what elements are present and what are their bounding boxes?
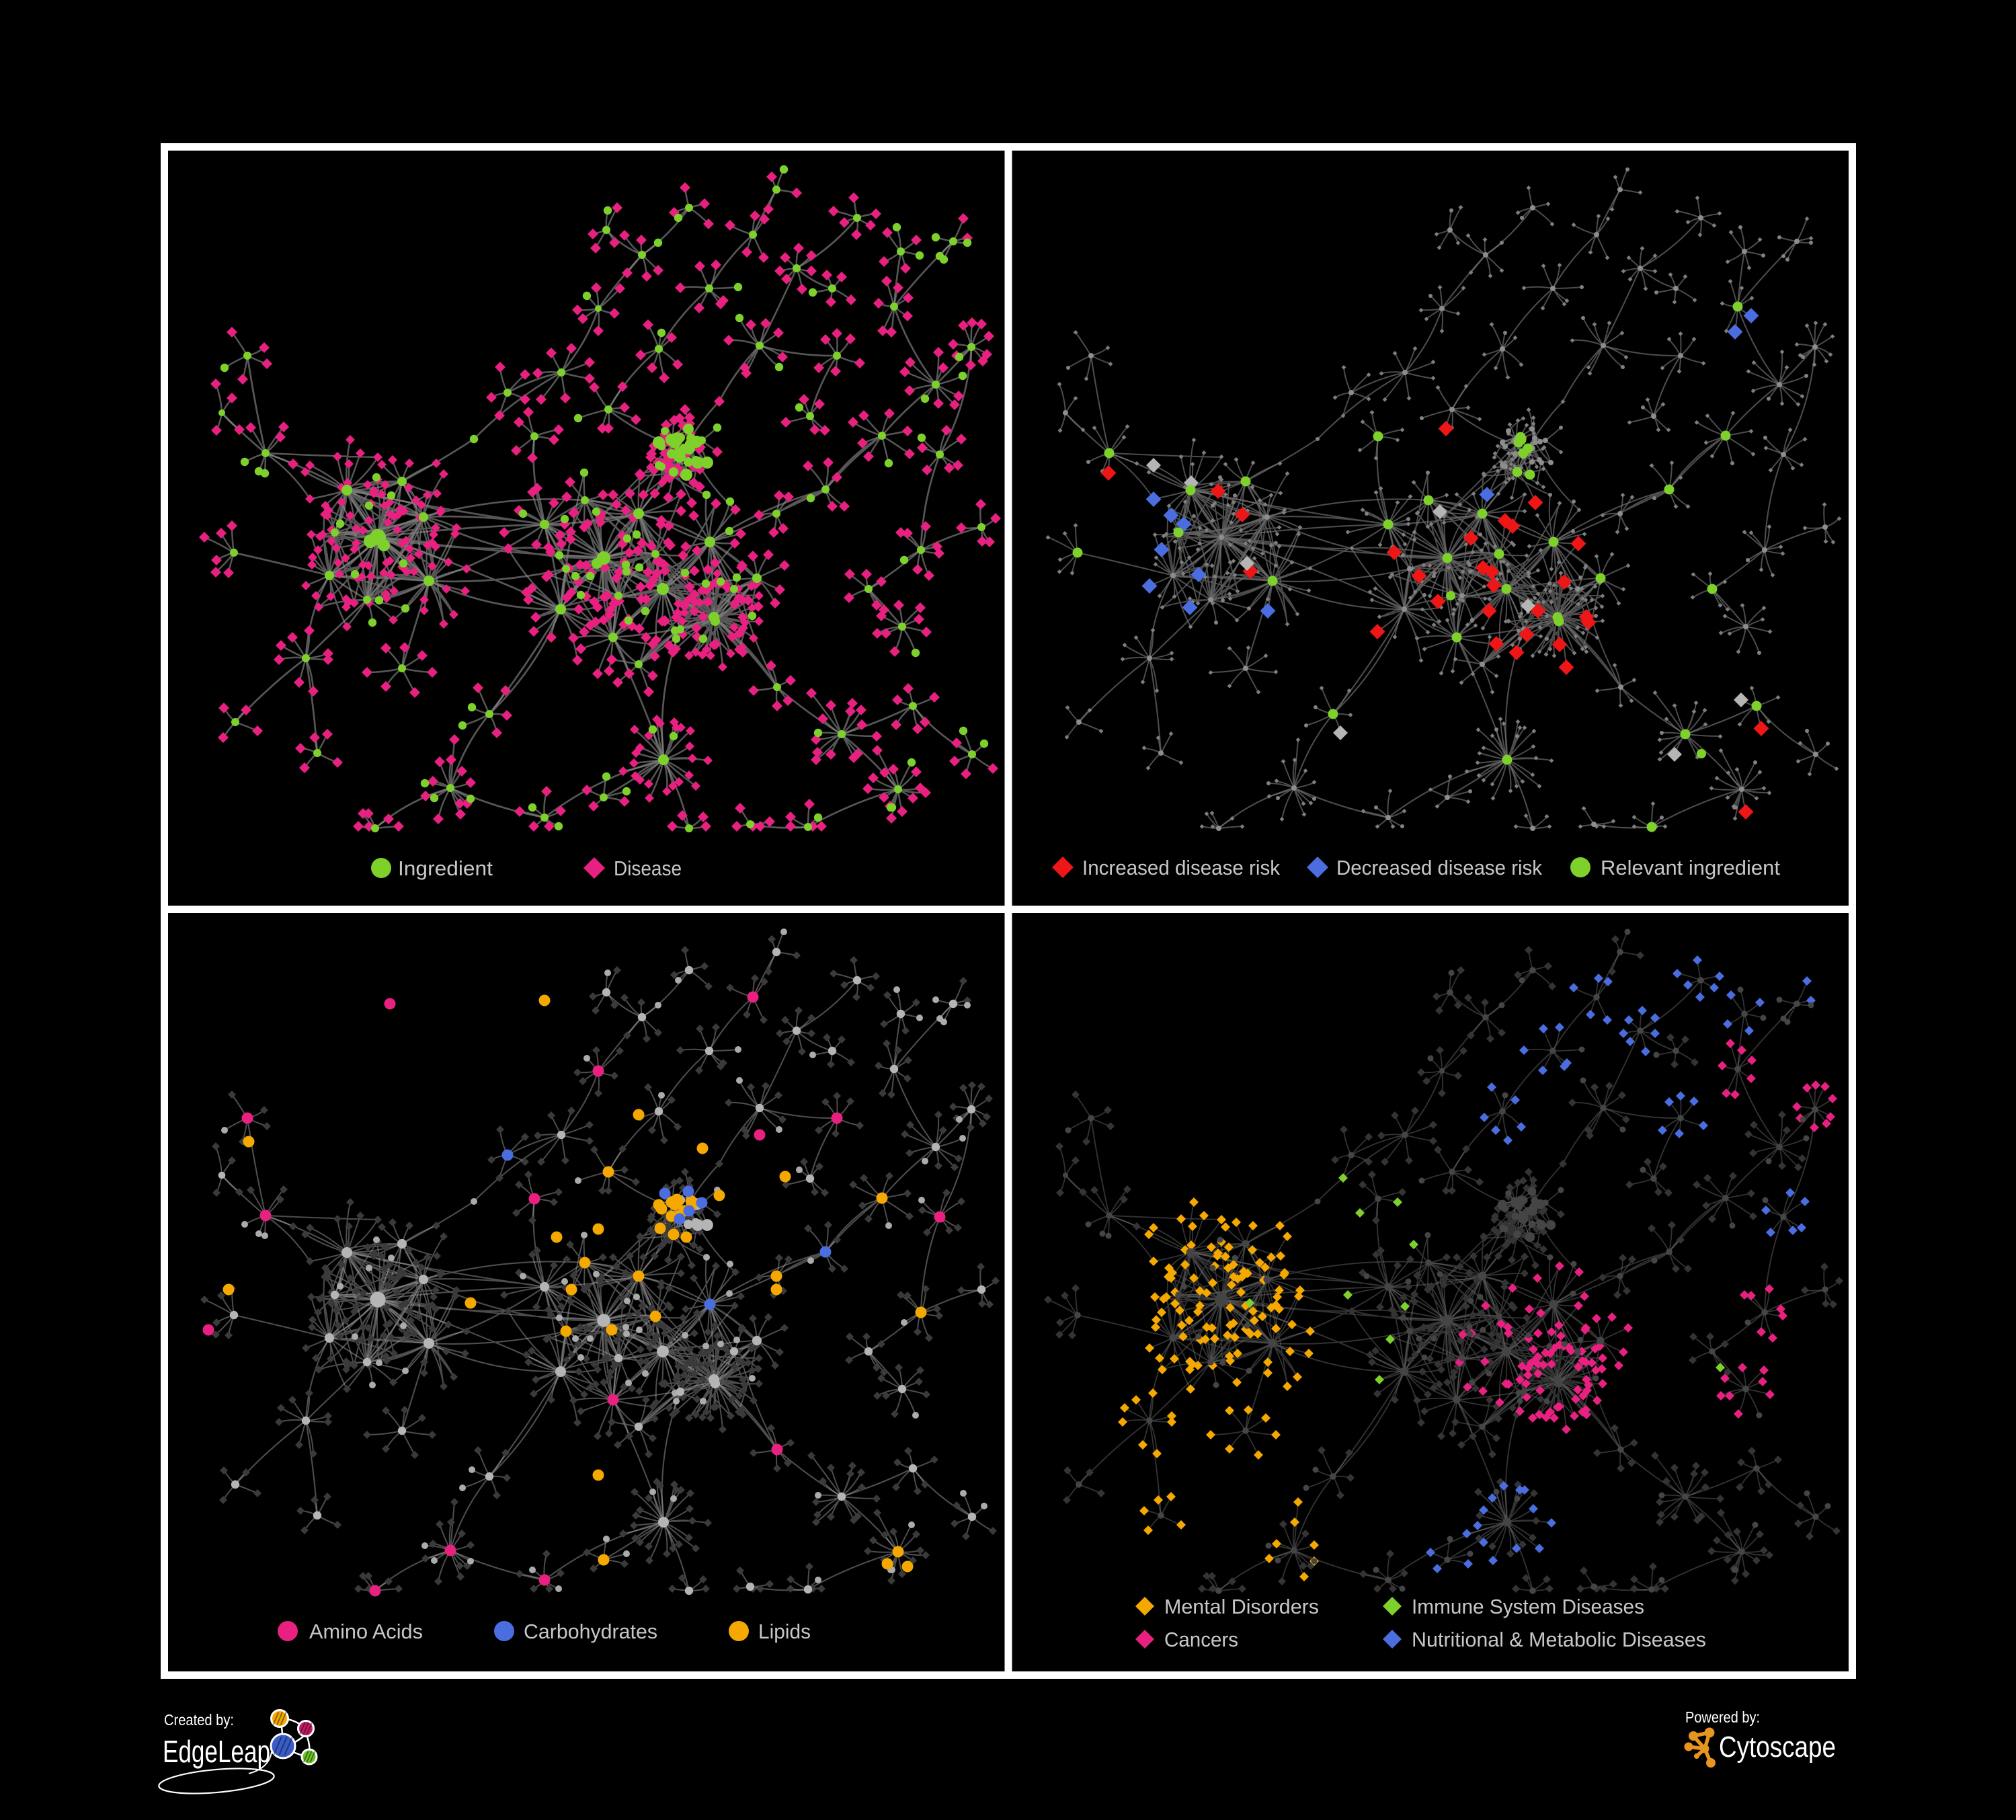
svg-text:Carbohydrates: Carbohydrates <box>524 1620 657 1643</box>
svg-text:Cytoscape: Cytoscape <box>1719 1731 1836 1764</box>
svg-text:Powered by:: Powered by: <box>1685 1708 1760 1726</box>
svg-text:Relevant ingredient: Relevant ingredient <box>1601 856 1780 879</box>
svg-text:EdgeLeap: EdgeLeap <box>163 1734 270 1769</box>
svg-text:Increased disease risk: Increased disease risk <box>1082 856 1280 879</box>
svg-text:Disease: Disease <box>614 857 682 880</box>
svg-text:Created by:: Created by: <box>164 1711 234 1729</box>
svg-text:Immune System Diseases: Immune System Diseases <box>1412 1595 1644 1618</box>
svg-text:Decreased disease risk: Decreased disease risk <box>1336 856 1542 879</box>
svg-text:Amino Acids: Amino Acids <box>309 1620 423 1643</box>
svg-text:Ingredient: Ingredient <box>398 857 493 880</box>
svg-text:Nutritional & Metabolic Diseas: Nutritional & Metabolic Diseases <box>1412 1628 1706 1651</box>
svg-text:Cancers: Cancers <box>1164 1628 1238 1651</box>
svg-text:Lipids: Lipids <box>758 1620 811 1643</box>
svg-text:Mental Disorders: Mental Disorders <box>1164 1595 1319 1618</box>
